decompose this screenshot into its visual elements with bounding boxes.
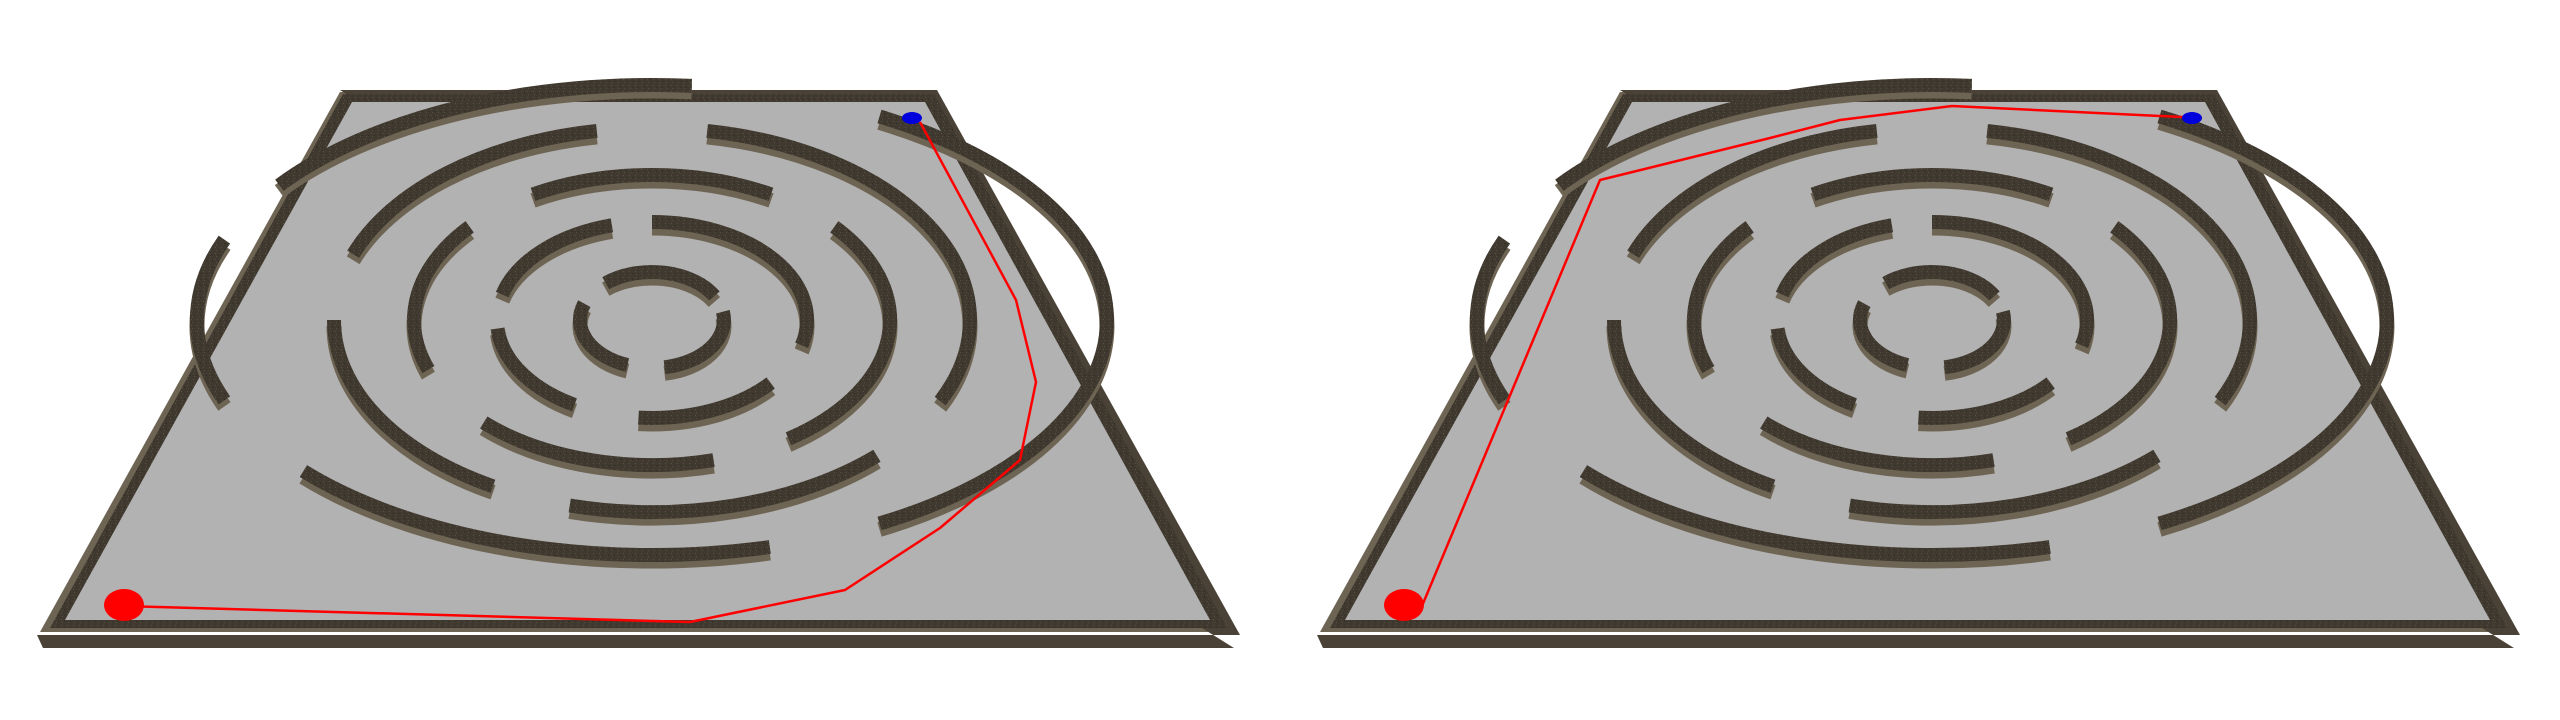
maze-wall xyxy=(480,416,715,473)
maze-wall xyxy=(1986,123,2257,406)
maze-wall xyxy=(1931,215,2094,349)
maze-wall xyxy=(1775,218,1894,298)
maze-wall xyxy=(1607,319,1776,493)
maze-wall xyxy=(1687,221,1754,374)
maze-walls xyxy=(1469,78,2395,569)
solution-path xyxy=(121,121,1038,624)
maze-panel-left xyxy=(37,78,1240,648)
maze-wall xyxy=(1882,264,2000,301)
maze-wall xyxy=(1469,235,1511,405)
maze-wall xyxy=(568,449,881,520)
maze-wall xyxy=(2065,221,2177,446)
maze-wall xyxy=(1760,416,1995,473)
maze-wall xyxy=(275,78,693,191)
maze-wall xyxy=(1555,78,1973,191)
maze-wall xyxy=(189,235,231,405)
maze-wall xyxy=(490,327,577,412)
start-marker xyxy=(1384,589,1424,621)
maze-wall xyxy=(1853,300,1910,372)
maze-wall xyxy=(327,319,496,493)
maze-wall xyxy=(530,167,774,202)
maze-wall xyxy=(347,123,598,258)
maze-wall xyxy=(651,215,814,349)
start-marker xyxy=(104,589,144,621)
maze-wall xyxy=(638,377,775,425)
maze-wall xyxy=(663,309,731,375)
maze-wall xyxy=(1918,377,2055,425)
maze-panel-right xyxy=(1317,78,2520,648)
maze-wall xyxy=(1579,465,2051,563)
maze-wall xyxy=(602,264,720,301)
maze-wall xyxy=(573,300,630,372)
goal-marker xyxy=(2182,112,2202,124)
maze-wall xyxy=(1810,167,2054,202)
maze-wall xyxy=(1943,309,2011,375)
solution-path xyxy=(1420,104,2203,607)
maze-wall xyxy=(706,123,977,406)
maze-wall xyxy=(1848,449,2161,520)
maze-wall xyxy=(407,221,474,374)
maze-wall xyxy=(877,109,1114,531)
maze-wall xyxy=(785,221,897,446)
goal-marker xyxy=(902,112,922,124)
maze-wall xyxy=(1770,327,1857,412)
maze-walls xyxy=(189,78,1115,569)
maze-wall xyxy=(1627,123,1878,258)
maze-wall xyxy=(299,465,771,563)
maze-wall xyxy=(2157,109,2394,531)
maze-wall xyxy=(495,218,614,298)
